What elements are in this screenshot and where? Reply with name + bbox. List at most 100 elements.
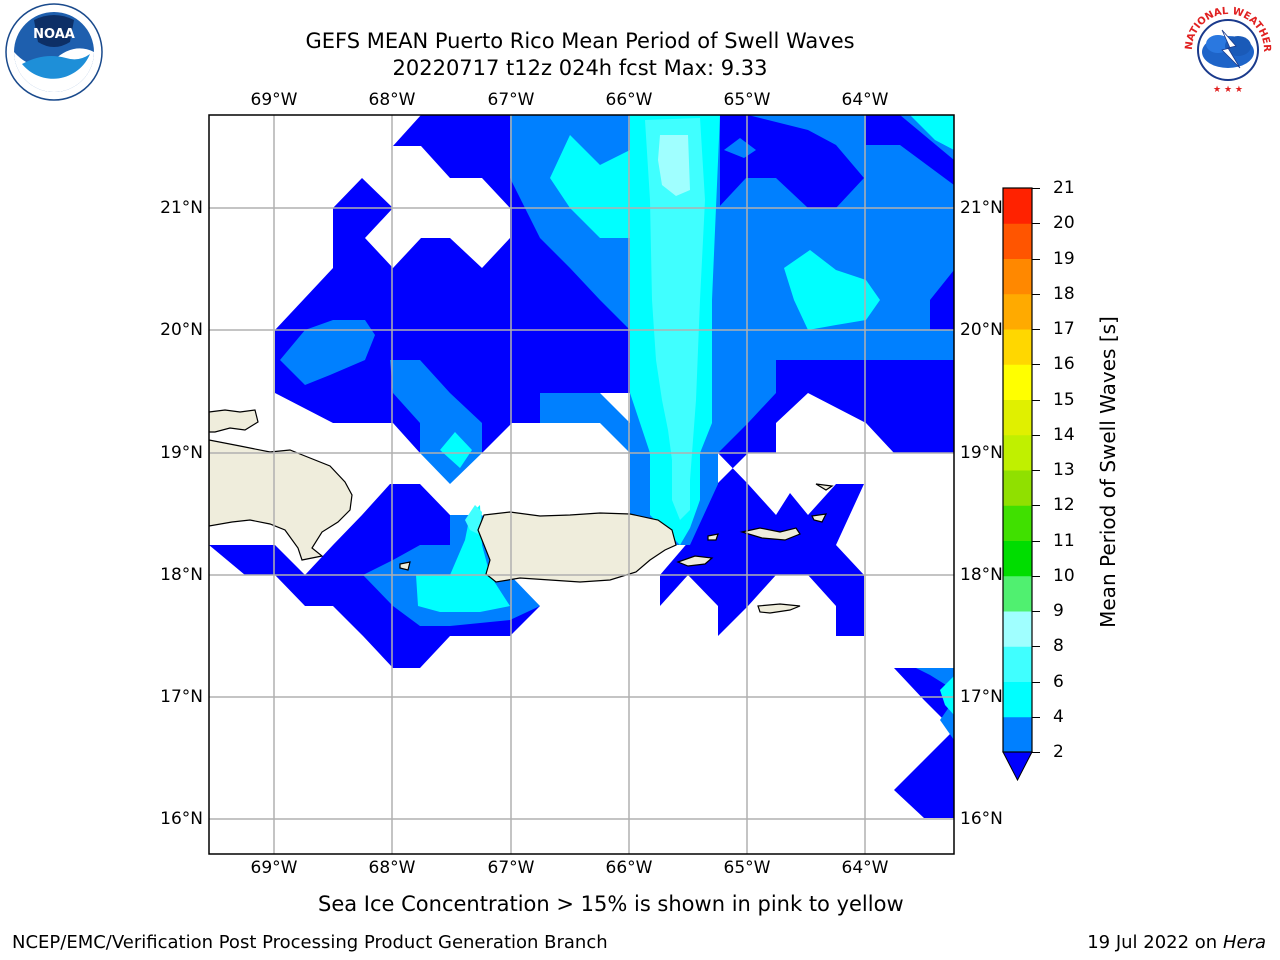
colorbar-swatch [1003,575,1032,612]
colorbar-swatch [1003,470,1032,506]
colorbar-level-label: 10 [1053,565,1075,586]
chart-title: GEFS MEAN Puerto Rico Mean Period of Swe… [305,29,855,53]
colorbar-swatch [1003,329,1032,365]
colorbar-level-label: 11 [1053,530,1075,551]
lon-label-top: 67°W [487,90,535,110]
lat-label-left: 18°N [160,565,203,585]
colorbar-swatch [1003,540,1032,577]
lon-label-bottom: 64°W [841,858,889,878]
noaa-logo: NOAA [5,3,103,101]
lon-label-top: 66°W [605,90,653,110]
footer-host: Hera [1222,932,1266,953]
lat-label-right: 20°N [960,320,1003,340]
colorbar-tick [1032,293,1040,295]
colorbar-tick [1032,434,1040,436]
colorbar-swatch [1003,188,1032,224]
colorbar [1002,187,1033,782]
colorbar-level-label: 4 [1053,706,1064,727]
colorbar-swatch [1003,716,1032,753]
lat-label-right: 16°N [960,809,1003,829]
colorbar-tick [1032,399,1040,401]
colorbar-swatch [1003,223,1032,259]
lon-label-top: 68°W [368,90,416,110]
colorbar-level-label: 2 [1053,742,1064,762]
land-virgin-islands [739,527,801,541]
land-st-croix [757,603,801,614]
colorbar-tick [1032,752,1040,753]
land-hispaniola [209,439,353,561]
lat-label-right: 21°N [960,198,1003,218]
sea-ice-note: Sea Ice Concentration > 15% is shown in … [318,892,904,916]
map-frame [208,114,955,855]
lat-label-right: 17°N [960,687,1003,707]
map-gridlines [209,115,954,854]
colorbar-level-label: 15 [1053,389,1075,410]
footer-left: NCEP/EMC/Verification Post Processing Pr… [12,932,608,953]
land-masses [209,409,834,614]
footer-date: 19 Jul 2022 on [1087,932,1218,953]
colorbar-tick [1032,646,1040,648]
colorbar-tick [1032,258,1040,260]
colorbar-level-label: 13 [1053,460,1075,480]
colorbar-tick [1032,575,1040,577]
lon-label-top: 64°W [841,90,889,110]
colorbar-swatch [1003,505,1032,541]
swell-band-6-8 [465,118,705,535]
colorbar-level-label: 21 [1053,178,1075,198]
colorbar-level-label: 16 [1053,354,1075,375]
svg-text:★ ★ ★: ★ ★ ★ [1213,85,1243,95]
colorbar-tick [1032,540,1040,542]
lat-label-right: 19°N [960,443,1003,463]
footer-right: 19 Jul 2022 on Hera [1087,932,1266,954]
noaa-logo-text: NOAA [33,27,75,42]
colorbar-extend-arrow [1002,751,1033,782]
colorbar-level-label: 18 [1053,283,1075,304]
colorbar-swatch [1003,646,1032,682]
land-hispaniola-north [209,409,259,433]
land-anegada [815,483,834,491]
colorbar-swatch [1003,611,1032,647]
colorbar-level-label: 19 [1053,248,1075,269]
lat-label-left: 19°N [160,443,203,463]
lon-label-bottom: 66°W [605,858,653,878]
land-small-islands-east [811,513,828,523]
colorbar-tick [1032,470,1040,471]
colorbar-level-label: 17 [1053,319,1075,339]
lat-label-left: 20°N [160,320,203,340]
colorbar-level-label: 20 [1053,213,1075,234]
colorbar-tick [1032,716,1040,718]
lon-label-bottom: 67°W [487,858,535,878]
colorbar-tick [1032,505,1040,507]
chart-subtitle: 20220717 t12z 024h fcst Max: 9.33 [392,56,768,80]
lon-label-top: 69°W [250,90,298,110]
colorbar-tick [1032,223,1040,225]
swell-band-8-9 [658,135,690,196]
nws-logo: NATIONAL WEATHER SERVICE ★ ★ ★ [1178,0,1275,97]
colorbar-level-label: 8 [1053,636,1064,657]
colorbar-level-label: 6 [1053,671,1064,692]
colorbar-tick [1032,364,1040,366]
lat-label-left: 17°N [160,687,203,707]
lat-label-right: 18°N [960,565,1003,585]
colorbar-level-label: 14 [1053,424,1075,445]
colorbar-tick [1032,611,1040,612]
colorbar-swatch [1003,293,1032,330]
colorbar-swatch [1003,434,1032,471]
lon-label-bottom: 65°W [723,858,771,878]
land-vieques [676,555,714,567]
colorbar-tick [1032,188,1040,189]
land-culebra [707,533,719,541]
colorbar-tick [1032,329,1040,330]
colorbar-level-label: 12 [1053,495,1075,516]
lat-label-left: 21°N [160,198,203,218]
colorbar-title: Mean Period of Swell Waves [s] [1096,316,1120,628]
colorbar-level-label: 9 [1053,601,1064,621]
lon-label-bottom: 68°W [368,858,416,878]
lon-label-top: 65°W [723,90,771,110]
colorbar-swatch [1003,364,1032,400]
land-mona [399,561,411,571]
colorbar-swatch [1003,258,1032,295]
colorbar-tick [1032,681,1040,683]
colorbar-swatch [1003,681,1032,718]
